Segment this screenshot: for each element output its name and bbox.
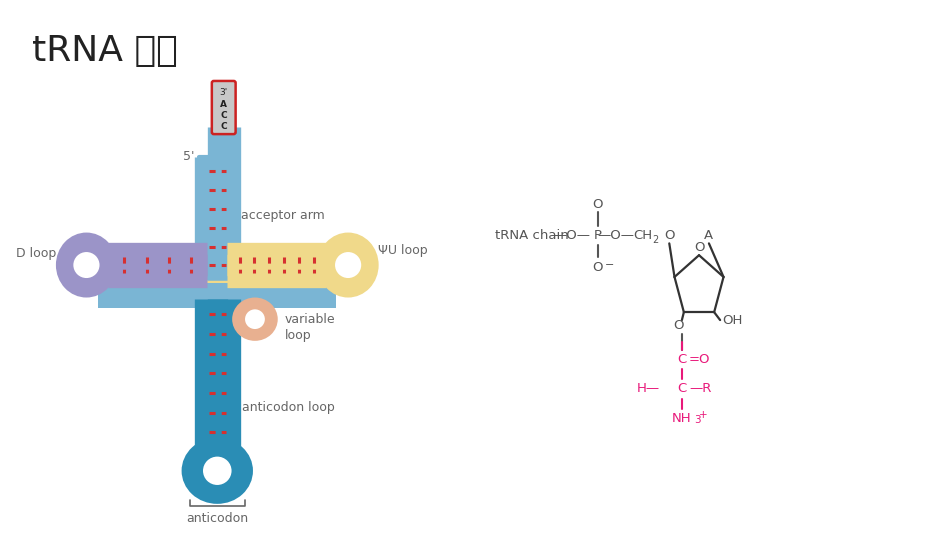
Text: =O: =O xyxy=(689,353,711,366)
Text: O: O xyxy=(674,319,684,332)
Text: —O—: —O— xyxy=(554,229,591,242)
Text: P: P xyxy=(594,229,602,242)
Ellipse shape xyxy=(335,252,361,278)
Text: anticodon loop: anticodon loop xyxy=(241,401,334,414)
Bar xyxy=(207,247,346,283)
Text: OH: OH xyxy=(722,314,742,326)
Text: 5': 5' xyxy=(183,150,195,163)
Text: NH: NH xyxy=(672,412,692,425)
Text: C: C xyxy=(220,123,227,131)
Text: CH: CH xyxy=(633,229,652,242)
Text: 2: 2 xyxy=(653,235,658,246)
Text: C: C xyxy=(220,111,227,120)
Ellipse shape xyxy=(56,233,117,297)
Ellipse shape xyxy=(203,456,232,485)
Text: anticodon: anticodon xyxy=(186,512,248,525)
Text: 3: 3 xyxy=(694,416,701,425)
Text: tRNA 负载: tRNA 负载 xyxy=(32,34,178,68)
Text: O: O xyxy=(593,197,603,210)
FancyBboxPatch shape xyxy=(212,81,236,134)
Text: ΨU loop: ΨU loop xyxy=(378,244,428,257)
Text: —O—: —O— xyxy=(598,229,635,242)
Ellipse shape xyxy=(245,309,265,329)
Text: tRNA chain: tRNA chain xyxy=(495,229,568,242)
Text: +: + xyxy=(699,410,708,419)
Text: C: C xyxy=(677,383,687,395)
Ellipse shape xyxy=(73,252,100,278)
Bar xyxy=(99,271,336,308)
Text: A: A xyxy=(704,229,713,242)
Text: A: A xyxy=(220,100,227,109)
Text: D loop: D loop xyxy=(16,247,57,259)
Text: C: C xyxy=(677,353,687,366)
Text: O: O xyxy=(664,229,674,242)
Text: O: O xyxy=(694,241,704,254)
Ellipse shape xyxy=(232,297,277,341)
Text: H—: H— xyxy=(636,383,660,395)
Ellipse shape xyxy=(181,438,253,504)
Text: −: − xyxy=(605,260,615,270)
Text: variable
loop: variable loop xyxy=(285,312,335,341)
Text: 3': 3' xyxy=(219,88,228,97)
Bar xyxy=(88,247,227,283)
Text: O: O xyxy=(593,261,603,273)
Ellipse shape xyxy=(317,233,379,297)
Text: acceptor arm: acceptor arm xyxy=(240,209,324,223)
Text: —R: —R xyxy=(690,383,712,395)
Bar xyxy=(199,260,236,319)
